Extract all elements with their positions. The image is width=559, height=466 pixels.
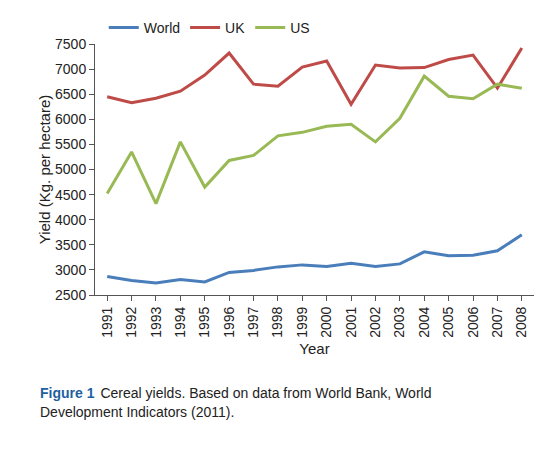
svg-text:5500: 5500 (55, 136, 86, 152)
svg-text:1999: 1999 (294, 306, 310, 337)
svg-text:4500: 4500 (55, 187, 86, 203)
svg-text:2000: 2000 (318, 306, 334, 337)
svg-text:6000: 6000 (55, 111, 86, 127)
svg-text:2500: 2500 (55, 287, 86, 303)
svg-text:7000: 7000 (55, 61, 86, 77)
svg-text:5000: 5000 (55, 161, 86, 177)
svg-text:2004: 2004 (416, 306, 432, 337)
svg-text:2001: 2001 (343, 306, 359, 337)
html-text:Figure 1 Cereal yields. Based: Figure 1 Cereal yields. Based on data fr… (40, 385, 432, 420)
svg-text:1998: 1998 (269, 306, 285, 337)
svg-text:7500: 7500 (55, 36, 86, 52)
svg-text:1992: 1992 (123, 306, 139, 337)
svg-text:3000: 3000 (55, 262, 86, 278)
svg-text:1991: 1991 (99, 306, 115, 337)
svg-text:3500: 3500 (55, 237, 86, 253)
svg-text:UK: UK (225, 20, 245, 36)
svg-text:4000: 4000 (55, 212, 86, 228)
svg-text:6500: 6500 (55, 86, 86, 102)
svg-text:World: World (144, 20, 180, 36)
svg-text:2002: 2002 (367, 306, 383, 337)
svg-text:Yield (Kg. per hectare): Yield (Kg. per hectare) (36, 95, 53, 245)
svg-text:2005: 2005 (440, 306, 456, 337)
svg-text:US: US (290, 20, 309, 36)
svg-text:Year: Year (299, 340, 329, 357)
svg-text:1994: 1994 (172, 306, 188, 337)
svg-text:1993: 1993 (148, 306, 164, 337)
svg-text:2007: 2007 (489, 306, 505, 337)
svg-text:2006: 2006 (465, 306, 481, 337)
svg-text:1996: 1996 (221, 306, 237, 337)
svg-text:1995: 1995 (196, 306, 212, 337)
svg-text:1997: 1997 (245, 306, 261, 337)
svg-text:2008: 2008 (513, 306, 529, 337)
svg-text:2003: 2003 (391, 306, 407, 337)
